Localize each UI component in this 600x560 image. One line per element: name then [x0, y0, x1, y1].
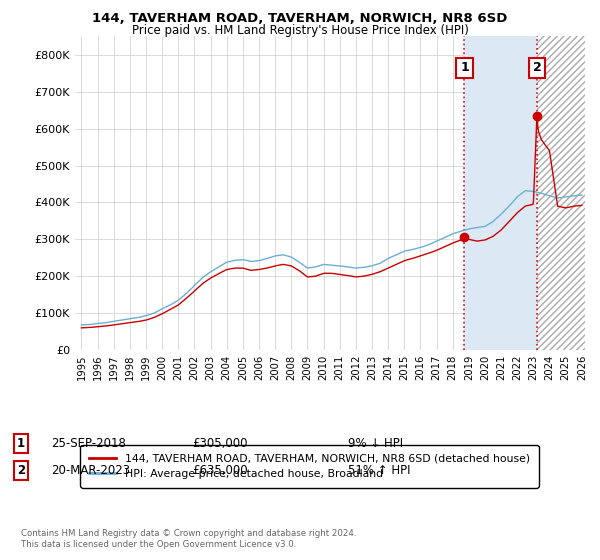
Legend: 144, TAVERHAM ROAD, TAVERHAM, NORWICH, NR8 6SD (detached house), HPI: Average pr: 144, TAVERHAM ROAD, TAVERHAM, NORWICH, N… [80, 445, 539, 488]
Text: Price paid vs. HM Land Registry's House Price Index (HPI): Price paid vs. HM Land Registry's House … [131, 24, 469, 36]
Bar [537, 36, 593, 350]
Text: £635,000: £635,000 [192, 464, 248, 477]
Bar [537, 36, 600, 350]
Text: Contains HM Land Registry data © Crown copyright and database right 2024.
This d: Contains HM Land Registry data © Crown c… [21, 529, 356, 549]
Text: 1: 1 [460, 61, 469, 74]
Text: 2: 2 [533, 61, 541, 74]
Text: 1: 1 [17, 437, 25, 450]
Text: 51% ↑ HPI: 51% ↑ HPI [348, 464, 410, 477]
Text: 25-SEP-2018: 25-SEP-2018 [51, 437, 126, 450]
Text: 2: 2 [17, 464, 25, 477]
Bar [464, 36, 537, 350]
Text: 144, TAVERHAM ROAD, TAVERHAM, NORWICH, NR8 6SD: 144, TAVERHAM ROAD, TAVERHAM, NORWICH, N… [92, 12, 508, 25]
Text: £305,000: £305,000 [192, 437, 248, 450]
Text: 20-MAR-2023: 20-MAR-2023 [51, 464, 130, 477]
Text: 9% ↓ HPI: 9% ↓ HPI [348, 437, 403, 450]
